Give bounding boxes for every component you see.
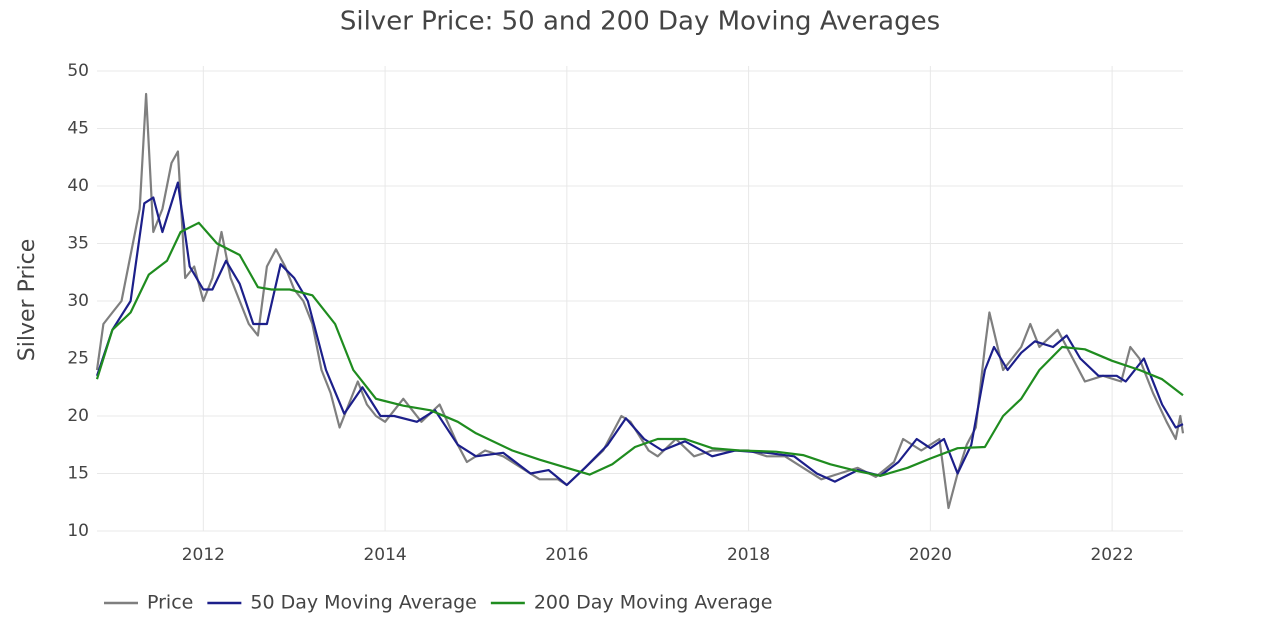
y-tick-label: 35 bbox=[67, 234, 89, 254]
legend-label: 200 Day Moving Average bbox=[534, 592, 773, 614]
x-tick-label: 2020 bbox=[909, 545, 952, 565]
y-tick-label: 10 bbox=[67, 521, 89, 541]
x-tick-label: 2016 bbox=[545, 545, 588, 565]
y-tick-label: 15 bbox=[67, 464, 89, 484]
y-tick-label: 50 bbox=[67, 61, 89, 81]
y-tick-label: 40 bbox=[67, 176, 89, 196]
chart-title: Silver Price: 50 and 200 Day Moving Aver… bbox=[340, 7, 940, 37]
x-tick-label: 2018 bbox=[727, 545, 770, 565]
price-line bbox=[95, 221, 1184, 477]
y-tick-label: 25 bbox=[67, 349, 89, 369]
legend-label: 50 Day Moving Average bbox=[250, 592, 476, 614]
price-line bbox=[95, 181, 1184, 487]
y-tick-label: 30 bbox=[67, 291, 89, 311]
y-tick-label: 45 bbox=[67, 119, 89, 139]
y-axis-label: Silver Price bbox=[15, 239, 40, 361]
legend-label: Price bbox=[147, 592, 193, 614]
x-tick-label: 2012 bbox=[182, 545, 225, 565]
x-tick-label: 2014 bbox=[363, 545, 406, 565]
x-tick-label: 2022 bbox=[1090, 545, 1133, 565]
y-tick-label: 20 bbox=[67, 406, 89, 426]
